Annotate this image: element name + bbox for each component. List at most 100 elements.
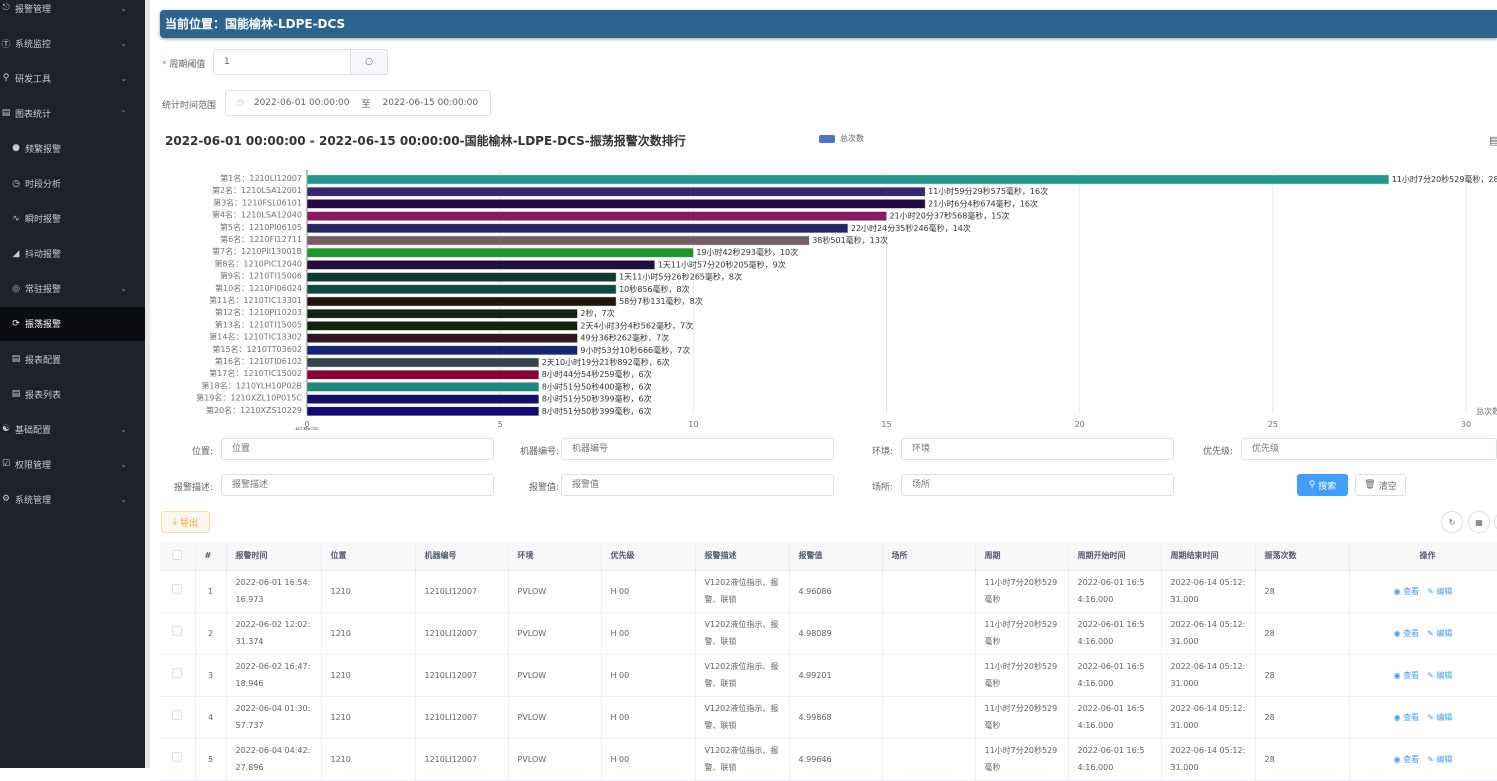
cell-end: 2022-06-14 05:12:31.000 <box>1161 654 1256 697</box>
y-tick-label: 第12名：1210PI10203 <box>215 307 302 317</box>
sidebar-item-4[interactable]: ● 频繁报警 <box>0 131 145 165</box>
data-label: 38秒501毫秒，13次 <box>812 235 888 245</box>
data-label: 8小时51分50秒400毫秒，6次 <box>542 381 652 391</box>
edit-button[interactable]: ✎ 编辑 <box>1427 628 1453 638</box>
time-range-picker[interactable]: ◷ 2022-06-01 00:00:00 至 2022-06-15 00:00… <box>225 90 491 116</box>
sidebar-item-9[interactable]: ⟳ 振荡报警 <box>0 306 145 341</box>
edit-button[interactable]: ✎ 编辑 <box>1427 712 1453 722</box>
y-tick-label: 第15名：1210TT03602 <box>212 344 302 354</box>
clear-button[interactable]: 🗑 清空 <box>1355 474 1406 496</box>
sidebar-item-13[interactable]: ☑ 权限管理 ⌄ <box>0 447 145 481</box>
search-button[interactable]: ⚲ 搜索 <box>1297 474 1348 496</box>
sidebar-item-1[interactable]: Ⓣ 系统监控 ⌄ <box>0 26 145 60</box>
data-view-icon[interactable]: ▤ <box>1489 134 1497 147</box>
refresh-button[interactable]: ↻ <box>1441 511 1463 533</box>
column-header: 操作 <box>1349 542 1497 571</box>
bar[interactable] <box>306 284 617 295</box>
cell-no: 4 <box>195 696 227 739</box>
sidebar-item-7[interactable]: ◢ 抖动报警 <box>0 237 145 271</box>
bar[interactable] <box>306 321 578 331</box>
bar[interactable] <box>306 333 578 343</box>
sidebar-item-14[interactable]: ⚙ 系统管理 ⌄ <box>0 482 145 516</box>
row-checkbox[interactable] <box>172 625 182 636</box>
bar[interactable] <box>306 357 540 368</box>
bar[interactable] <box>306 394 540 404</box>
sidebar-item-2[interactable]: ⚲ 研发工具 ⌄ <box>0 61 145 95</box>
bar[interactable] <box>306 369 540 380</box>
view-button[interactable]: ◉ 查看 <box>1393 670 1420 680</box>
bar[interactable] <box>306 247 694 258</box>
bar[interactable] <box>306 260 655 270</box>
cell-start: 2022-06-01 16:54:16.000 <box>1068 738 1162 781</box>
trash-icon: 🗑 <box>1364 480 1376 490</box>
bar[interactable] <box>306 211 887 221</box>
bar[interactable] <box>306 296 617 307</box>
y-tick-label: 第2名：1210LSA12001 <box>212 185 302 195</box>
edit-button[interactable]: ✎ 编辑 <box>1427 754 1453 764</box>
edit-button[interactable]: ✎ 编辑 <box>1427 670 1453 680</box>
y-tick-label: 第5名：1210PI06105 <box>220 222 302 232</box>
bar[interactable] <box>306 186 926 197</box>
search-field-2[interactable] <box>901 438 1174 460</box>
period-search-button[interactable]: ○ <box>350 49 388 75</box>
sidebar-item-0[interactable]: ⎋ 报警管理 ⌄ <box>0 0 145 25</box>
column-header: 报警时间 <box>226 542 322 571</box>
bar[interactable] <box>306 272 617 282</box>
cell-pri: H 00 <box>601 612 696 655</box>
cell-place <box>882 570 976 613</box>
bar[interactable] <box>306 382 540 392</box>
columns-button[interactable]: ▦ <box>1468 511 1490 533</box>
row-checkbox[interactable] <box>172 709 182 720</box>
sidebar-item-11[interactable]: ▤ 报表列表 <box>0 377 145 411</box>
bar[interactable] <box>306 223 849 234</box>
sidebar-item-10[interactable]: ▤ 报表配置 <box>0 342 145 376</box>
period-threshold-input[interactable]: 1 <box>213 49 351 75</box>
bar[interactable] <box>306 345 578 356</box>
table-row[interactable]: 5 2022-06-04 04:42:27.896 1210 1210LI12007 P… <box>160 738 1497 781</box>
search-field-1[interactable] <box>561 438 834 460</box>
legend-swatch[interactable] <box>819 135 835 143</box>
cell-time: 2022-06-04 01:30:57.737 <box>226 696 322 739</box>
y-tick-label: 第6名：1210FI12711 <box>220 234 302 244</box>
bar[interactable] <box>306 235 810 246</box>
y-tick-label: 第4名：1210LSA12040 <box>212 210 302 220</box>
sidebar-item-label: 研发工具 <box>15 74 52 85</box>
sidebar-item-3[interactable]: ▤ 图表统计 ⌃ <box>0 96 145 130</box>
bar-chart: 0 5 10 15 20 25 30 第1名：1210LI12007 11小时7分20秒529毫… <box>196 170 1497 430</box>
bar[interactable] <box>306 308 578 319</box>
sidebar-item-8[interactable]: ◎ 常驻报警 ⌄ <box>0 272 145 306</box>
view-button[interactable]: ◉ 查看 <box>1393 628 1420 638</box>
bar[interactable] <box>306 174 1389 185</box>
bar-chart-icon: ▤ <box>1 108 11 119</box>
view-button[interactable]: ◉ 查看 <box>1393 712 1420 722</box>
table-row[interactable]: 1 2022-06-01 16:54:16.973 1210 1210LI12007 P… <box>160 570 1497 613</box>
cell-pri: H 00 <box>601 696 696 739</box>
table-row[interactable]: 4 2022-06-04 01:30:57.737 1210 1210LI12007 P… <box>160 696 1497 739</box>
row-checkbox[interactable] <box>172 667 182 678</box>
column-header: 场所 <box>882 542 976 571</box>
sidebar-item-12[interactable]: ☯ 基础配置 ⌄ <box>0 412 145 446</box>
view-button[interactable]: ◉ 查看 <box>1393 754 1420 764</box>
search-field-3[interactable] <box>1241 438 1497 460</box>
search-field-6[interactable] <box>901 474 1174 496</box>
row-checkbox[interactable] <box>172 751 182 762</box>
sidebar-item-6[interactable]: ∿ 瞬时报警 <box>0 202 145 236</box>
sidebar-item-5[interactable]: ◷ 时段分析 <box>0 167 145 201</box>
bar[interactable] <box>306 406 540 417</box>
cell-val: 4.99646 <box>789 738 883 781</box>
search-field-4[interactable] <box>221 474 494 496</box>
table-row[interactable]: 2 2022-06-02 12:02:31.374 1210 1210LI12007 P… <box>160 612 1497 655</box>
select-all-checkbox[interactable] <box>172 549 182 560</box>
search-field-5[interactable] <box>561 474 834 496</box>
bar[interactable] <box>306 199 926 209</box>
view-button[interactable]: ◉ 查看 <box>1393 586 1420 596</box>
cell-desc: V1202液位指示、报警、联锁 <box>695 696 790 739</box>
line-chart-icon: ∿ <box>12 213 20 224</box>
row-checkbox[interactable] <box>172 583 182 594</box>
edit-button[interactable]: ✎ 编辑 <box>1427 586 1453 596</box>
legend-label[interactable]: 总次数 <box>840 134 864 143</box>
export-button[interactable]: ⤓ 导出 <box>161 511 210 533</box>
search-field-0[interactable] <box>221 438 494 460</box>
table-row[interactable]: 3 2022-06-02 16:47:18.946 1210 1210LI12007 P… <box>160 654 1497 697</box>
cell-env: PVLOW <box>508 696 602 739</box>
